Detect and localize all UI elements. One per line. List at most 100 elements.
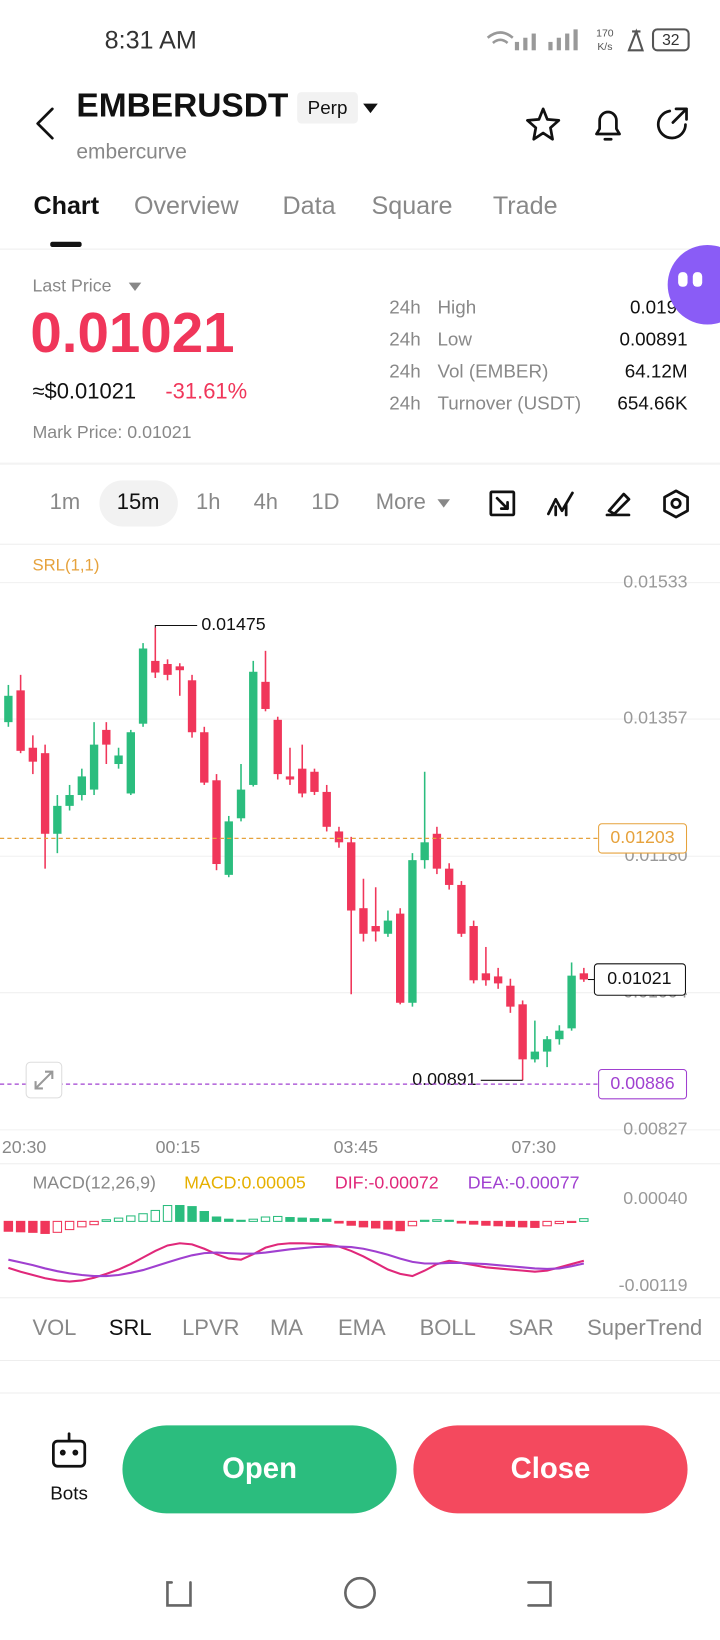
bots-icon[interactable] xyxy=(52,1432,87,1468)
macd-bar xyxy=(444,1219,454,1222)
price-line-label: 0.01203 xyxy=(610,827,674,847)
macd-value: MACD:0.00005 xyxy=(184,1172,306,1192)
indicator-tab[interactable]: SuperTrend xyxy=(587,1315,702,1340)
status-time: 8:31 AM xyxy=(105,27,197,55)
favorite-button[interactable] xyxy=(526,107,561,141)
signal-icons xyxy=(486,29,578,51)
candle-body xyxy=(310,771,319,792)
candle-body xyxy=(285,776,295,780)
nav-home[interactable] xyxy=(344,1576,376,1609)
macd-bar xyxy=(162,1204,173,1222)
tab[interactable]: Data xyxy=(283,192,336,220)
candle-body xyxy=(65,795,74,806)
nav-recent[interactable] xyxy=(166,1581,192,1607)
fullscreen-button[interactable] xyxy=(489,490,516,517)
macd-bar xyxy=(89,1220,99,1226)
interval[interactable]: 15m xyxy=(117,489,160,514)
stat-label: Turnover (USDT) xyxy=(437,393,581,414)
badge-caret[interactable] xyxy=(363,103,378,114)
indicator-tab[interactable]: MA xyxy=(270,1315,303,1340)
last-price-label: Last Price xyxy=(32,276,111,296)
badge-bg xyxy=(297,92,358,124)
last-price-label: 0.01021 xyxy=(607,968,671,988)
macd-bar xyxy=(370,1220,381,1229)
price-line-label: 0.00886 xyxy=(610,1073,674,1093)
indicator-button[interactable] xyxy=(547,491,574,517)
candle-body xyxy=(530,1051,540,1060)
net-speed: 170 xyxy=(596,28,614,39)
macd-bar xyxy=(419,1219,430,1222)
macd-bar xyxy=(322,1218,332,1222)
tab[interactable]: Square xyxy=(372,192,453,220)
draw-button[interactable] xyxy=(605,492,631,517)
candle-body xyxy=(261,681,270,709)
battery-level: 32 xyxy=(662,32,679,49)
indicator-tab[interactable]: EMA xyxy=(338,1315,386,1340)
open-label[interactable]: Open xyxy=(222,1452,297,1485)
candle-body xyxy=(567,975,576,1029)
interval[interactable]: 4h xyxy=(254,489,278,514)
candle-body xyxy=(102,729,111,745)
high-label: 0.01475 xyxy=(201,614,265,634)
indicator-tab[interactable]: VOL xyxy=(32,1315,76,1340)
divider xyxy=(0,462,720,465)
assistant-bubble[interactable] xyxy=(667,244,720,325)
tab[interactable]: Trade xyxy=(493,192,558,220)
last-price: 0.01021 xyxy=(30,301,234,364)
macd-bar xyxy=(248,1218,258,1222)
price-caret[interactable] xyxy=(128,282,142,291)
share-button[interactable] xyxy=(656,107,688,140)
indicator-tab[interactable]: BOLL xyxy=(420,1315,476,1340)
indicator-tab[interactable]: LPVR xyxy=(182,1315,239,1340)
open-button[interactable] xyxy=(122,1425,397,1514)
candle-body xyxy=(579,973,589,980)
close-label[interactable]: Close xyxy=(511,1452,591,1485)
candle-body xyxy=(518,1004,527,1060)
candle-body xyxy=(420,842,429,861)
macd-bar xyxy=(40,1220,50,1234)
macd-bar xyxy=(432,1219,442,1222)
macd-bar xyxy=(28,1220,38,1233)
candle-body xyxy=(236,789,246,819)
candle-body xyxy=(347,842,356,911)
candle-body xyxy=(555,1030,564,1040)
settings-button[interactable] xyxy=(663,489,689,519)
more-caret[interactable] xyxy=(437,499,450,508)
stat-period: 24h xyxy=(389,361,420,382)
x-tick-label: 00:15 xyxy=(156,1137,201,1157)
macd-bar xyxy=(468,1220,479,1225)
interval[interactable]: 1h xyxy=(196,489,220,514)
tab-underline xyxy=(50,241,82,248)
interval[interactable]: 1m xyxy=(50,489,81,514)
expand-button[interactable] xyxy=(25,1061,63,1099)
price-line-box xyxy=(598,1068,688,1100)
tab[interactable]: Chart xyxy=(33,192,99,220)
candle-body xyxy=(114,755,123,765)
close-button[interactable] xyxy=(413,1425,688,1514)
lab-icon xyxy=(627,28,645,52)
interval[interactable]: 1D xyxy=(311,489,339,514)
macd-bar xyxy=(187,1206,197,1222)
indicator-tab[interactable]: SRL xyxy=(109,1315,152,1340)
x-tick-label: 03:45 xyxy=(334,1137,379,1157)
tab[interactable]: Overview xyxy=(134,192,240,220)
macd-bar xyxy=(481,1220,491,1226)
macd-bar xyxy=(211,1216,222,1222)
candle-body xyxy=(371,926,380,932)
candle-body xyxy=(175,666,184,671)
indicator-tab[interactable]: SAR xyxy=(509,1315,554,1340)
candle-body xyxy=(457,884,466,934)
alert-button[interactable] xyxy=(595,110,621,141)
badge[interactable]: Perp xyxy=(308,97,348,118)
back-button[interactable] xyxy=(36,107,54,140)
bots-label[interactable]: Bots xyxy=(50,1482,88,1503)
candle-body xyxy=(383,920,393,934)
dea-line xyxy=(8,1245,585,1278)
candle-body xyxy=(273,719,282,775)
candle-body xyxy=(432,833,442,869)
interval[interactable]: More xyxy=(376,489,426,514)
macd-bar xyxy=(273,1215,283,1222)
nav-back[interactable] xyxy=(527,1581,552,1607)
